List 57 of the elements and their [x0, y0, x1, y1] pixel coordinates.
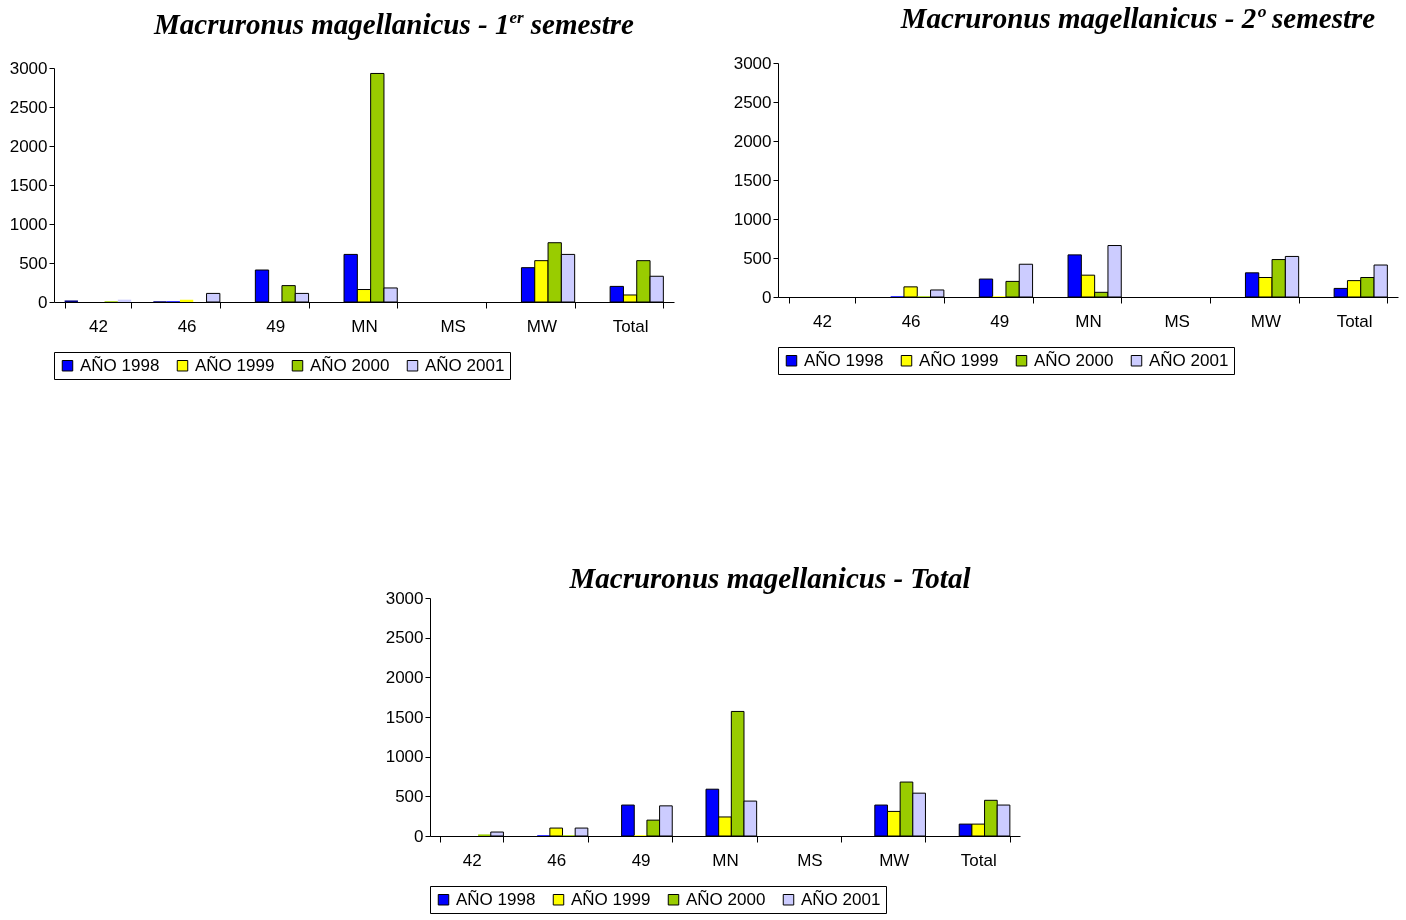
y-tick-label: 1500 [385, 707, 424, 727]
legend-label: AÑO 1999 [571, 889, 651, 909]
x-tick-label: Total [1336, 311, 1373, 331]
y-tick-label: 0 [762, 287, 772, 307]
y-tick-label: 3000 [385, 588, 424, 608]
legend-label: AÑO 1999 [195, 355, 275, 375]
x-tick-label: 49 [631, 850, 651, 870]
legend-label: AÑO 1999 [919, 350, 999, 370]
x-tick-label: 42 [88, 316, 108, 336]
x-tick-label: 49 [266, 316, 286, 336]
chart-title: Macruronus magellanicus - 1$^{er}$ semestre [152, 8, 635, 41]
y-tick-label: 1000 [385, 747, 424, 767]
x-tick-label: Total [612, 316, 649, 336]
x-tick-label: 46 [177, 316, 197, 336]
x-tick-label: Total [960, 850, 997, 870]
x-tick-label: 42 [812, 311, 832, 331]
x-tick-label: 49 [990, 311, 1010, 331]
legend-label: AÑO 1998 [804, 350, 884, 370]
x-tick-label: MN [712, 850, 739, 870]
x-tick-label: 46 [547, 850, 567, 870]
x-tick-label: 46 [901, 311, 921, 331]
legend-label: AÑO 2000 [310, 355, 390, 375]
y-tick-label: 2500 [385, 628, 424, 648]
x-tick-label: 42 [462, 850, 482, 870]
legend-label: AÑO 1998 [456, 889, 536, 909]
y-tick-label: 3000 [9, 58, 48, 78]
y-tick-label: 2000 [733, 131, 772, 151]
legend-label: AÑO 2000 [1034, 350, 1114, 370]
x-tick-label: MN [1075, 311, 1102, 331]
legend-label: AÑO 1998 [80, 355, 160, 375]
y-tick-label: 1000 [9, 214, 48, 234]
y-tick-label: 500 [19, 253, 48, 273]
legend-label: AÑO 2001 [425, 355, 505, 375]
x-tick-label: MS [440, 316, 466, 336]
y-tick-label: 3000 [733, 53, 772, 73]
y-tick-label: 500 [395, 786, 424, 806]
x-tick-label: MW [1250, 311, 1282, 331]
y-tick-label: 0 [414, 826, 424, 846]
y-tick-label: 500 [743, 248, 772, 268]
y-tick-label: 1000 [733, 209, 772, 229]
legend-label: AÑO 2001 [801, 889, 881, 909]
legend-label: AÑO 2001 [1149, 350, 1229, 370]
x-tick-label: MN [351, 316, 378, 336]
x-tick-label: MS [797, 850, 823, 870]
y-tick-label: 2000 [385, 667, 424, 687]
legend-label: AÑO 2000 [686, 889, 766, 909]
chart-title: Macruronus magellanicus - Total [568, 562, 972, 595]
y-tick-label: 1500 [9, 175, 48, 195]
chart-title: Macruronus magellanicus - 2º semestre [899, 2, 1377, 35]
y-tick-label: 0 [38, 292, 48, 312]
y-tick-label: 1500 [733, 170, 772, 190]
y-tick-label: 2000 [9, 136, 48, 156]
x-tick-label: MW [526, 316, 558, 336]
x-tick-label: MW [879, 850, 910, 870]
y-tick-label: 2500 [733, 92, 772, 112]
x-tick-label: MS [1164, 311, 1190, 331]
y-tick-label: 2500 [9, 97, 48, 117]
